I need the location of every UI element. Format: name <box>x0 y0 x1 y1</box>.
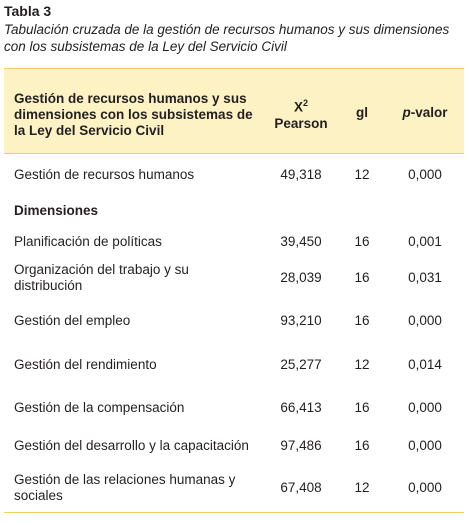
table-cell: 12 <box>354 480 370 495</box>
table-cell: 0,031 <box>408 270 442 285</box>
table-cell: 49,318 <box>280 166 322 182</box>
table-cell: 0,000 <box>408 437 442 453</box>
table-cell: Gestión del desarrollo y la capacitación <box>14 437 249 453</box>
table-cell: 12 <box>354 166 370 182</box>
header-cell: gl <box>356 105 368 120</box>
table-cell: 67,408 <box>280 480 322 495</box>
bottom-rule <box>4 512 464 513</box>
header-cell: Gestión de recursos humanos y sus dimens… <box>14 91 253 138</box>
table-cell: 0,000 <box>408 166 442 182</box>
table-row: Gestión de la compensación 66,413 16 0,000 <box>4 387 464 428</box>
header-italic: p <box>402 105 411 120</box>
table-cell: 93,210 <box>280 312 322 328</box>
table-cell: 0,000 <box>408 480 442 495</box>
table-row: Gestión de recursos humanos 49,318 12 0,000 <box>4 153 464 196</box>
header-cell: X2 Pearson <box>259 95 343 132</box>
header-cell: p-valor <box>394 105 456 120</box>
table-cell: 16 <box>354 399 370 415</box>
table-cell: 0,001 <box>408 234 442 249</box>
table-cell: 97,486 <box>280 437 322 453</box>
table-cell: 16 <box>354 437 370 453</box>
table-row: Gestión del empleo 93,210 16 0,000 <box>4 298 464 343</box>
table-cell: 16 <box>354 234 370 249</box>
table-cell: 16 <box>354 270 370 285</box>
table-row: Organización del trabajo y su distribuci… <box>4 258 464 298</box>
header-symbol: X <box>293 99 303 115</box>
table-cell: 66,413 <box>280 399 322 415</box>
table-row: Gestión del desarrollo y la capacitación… <box>4 428 464 463</box>
table-cell: 28,039 <box>280 270 322 285</box>
table-row: Planificación de políticas 39,450 16 0,001 <box>4 226 464 258</box>
table-cell: Gestión del empleo <box>14 312 131 328</box>
table-cell: 12 <box>354 357 370 372</box>
section-label: Dimensiones <box>14 203 99 218</box>
table-cell: 16 <box>354 312 370 328</box>
header-rest: -valor <box>410 105 448 120</box>
table-title: Tabulación cruzada de la gestión de recu… <box>4 22 450 54</box>
table-cell: Gestión de la compensación <box>14 399 185 415</box>
table-cell: Gestión de recursos humanos <box>14 166 195 182</box>
header-label: Pearson <box>274 115 328 131</box>
header-sup: 2 <box>303 98 309 108</box>
table-cell: 39,450 <box>280 234 322 249</box>
section-row: Dimensiones <box>4 196 464 226</box>
table-cell: 0,000 <box>408 399 442 415</box>
table-label: Tabla 3 <box>4 3 52 19</box>
table-cell: 25,277 <box>280 357 322 372</box>
table-row: Gestión del rendimiento 25,277 12 0,014 <box>4 343 464 387</box>
table-cell: Planificación de políticas <box>14 234 162 249</box>
table-header: Gestión de recursos humanos y sus dimens… <box>4 68 464 154</box>
table-row: Gestión de las relaciones humanas y soci… <box>4 463 464 513</box>
table-cell: Organización del trabajo y su distribuci… <box>14 262 189 293</box>
table-cell: 0,014 <box>408 357 442 372</box>
table-cell: Gestión de las relaciones humanas y soci… <box>14 472 236 503</box>
table-cell: Gestión del rendimiento <box>14 357 157 372</box>
table-cell: 0,000 <box>408 312 442 328</box>
